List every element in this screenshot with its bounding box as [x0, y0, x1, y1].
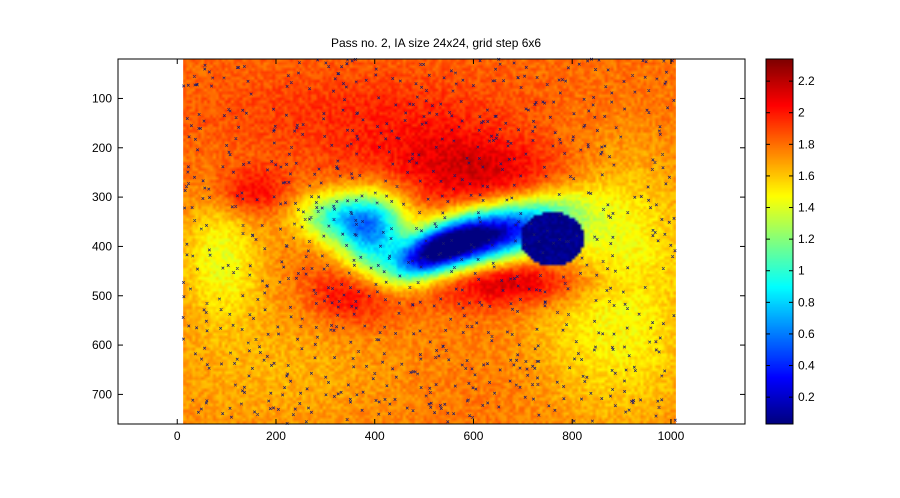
colorbar-tick-label: 1.4	[798, 201, 815, 215]
colorbar-tick-label: 2.2	[798, 74, 815, 88]
colorbar-tick-label: 0.8	[798, 295, 815, 309]
x-tick-label: 600	[463, 429, 483, 443]
y-axis: 100 200 300 400 500 600 700	[92, 91, 745, 401]
colorbar-tick-label: 0.6	[798, 327, 815, 341]
chart-title: Pass no. 2, IA size 24x24, grid step 6x6	[331, 36, 541, 50]
colorbar-tick-label: 0.4	[798, 359, 815, 373]
x-tick-label: 1000	[658, 429, 685, 443]
colorbar-ticks: 0.2 0.4 0.6 0.8 1 1.2 1.4 1.6 1.8 2 2.2	[766, 74, 815, 404]
x-tick-label: 800	[562, 429, 582, 443]
y-tick-label: 100	[92, 91, 112, 105]
colorbar: 0.2 0.4 0.6 0.8 1 1.2 1.4 1.6 1.8 2 2.2	[765, 58, 815, 425]
colorbar-tick-label: 1.2	[798, 232, 815, 246]
colorbar-tick-label: 1	[798, 264, 805, 278]
colorbar-tick-label: 0.2	[798, 390, 815, 404]
colorbar-tick-label: 1.6	[798, 169, 815, 183]
axes-box	[117, 58, 746, 425]
outlier-markers	[181, 57, 677, 426]
x-tick-label: 0	[174, 429, 181, 443]
colorbar-tick-label: 1.8	[798, 137, 815, 151]
y-tick-label: 700	[92, 387, 112, 401]
velocity-heatmap-image	[183, 59, 676, 424]
colorbar-tick-label: 2	[798, 106, 805, 120]
y-tick-label: 600	[92, 338, 112, 352]
x-tick-label: 400	[365, 429, 385, 443]
colorbar-gradient	[766, 59, 793, 424]
x-tick-label: 200	[266, 429, 286, 443]
colorbar-box	[765, 58, 794, 425]
y-tick-label: 400	[92, 239, 112, 253]
y-tick-label: 200	[92, 141, 112, 155]
y-tick-label: 500	[92, 289, 112, 303]
plot-axes: 0 200 400 600 800 1000 100 200 300 400 500 600 700	[92, 57, 746, 443]
outlier-marker-set	[181, 57, 677, 426]
y-tick-label: 300	[92, 190, 112, 204]
x-axis: 0 200 400 600 800 1000	[174, 59, 685, 443]
